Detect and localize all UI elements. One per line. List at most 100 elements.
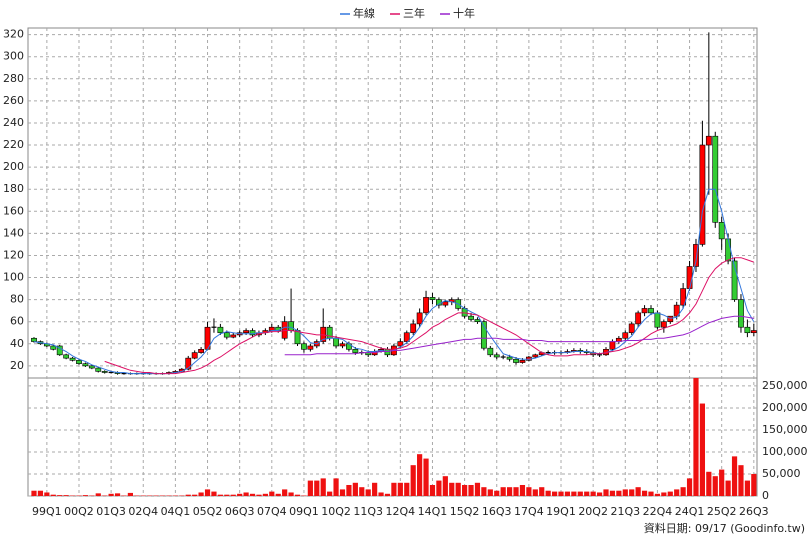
volume-bar xyxy=(693,378,699,496)
candle-body xyxy=(738,299,744,328)
volume-bar xyxy=(192,494,198,496)
volume-bar xyxy=(224,494,230,496)
volume-bar xyxy=(551,491,558,496)
candle-body xyxy=(416,312,423,325)
y-tick-label: 300 xyxy=(3,50,24,63)
candle-body xyxy=(609,341,616,350)
y-tick-label: 100 xyxy=(3,271,24,284)
x-tick-label: 24Q1 xyxy=(675,505,705,518)
volume-bar xyxy=(603,489,609,496)
volume-bar xyxy=(237,493,243,496)
candle-body xyxy=(82,363,89,367)
volume-bar xyxy=(243,492,249,496)
volume-bar xyxy=(571,491,577,496)
x-tick-label: 99Q1 xyxy=(32,505,62,518)
volume-bar xyxy=(719,469,725,496)
y-tick-label: 180 xyxy=(3,182,24,195)
candle-body xyxy=(191,352,198,359)
volume-bar xyxy=(699,403,706,496)
candle-body xyxy=(101,371,108,373)
volume-bar xyxy=(37,490,44,496)
candle-body xyxy=(88,365,95,369)
candle-body xyxy=(519,360,526,363)
y-tick-label: 20 xyxy=(10,359,24,372)
legend-label: 十年 xyxy=(453,6,475,20)
x-tick-label: 05Q2 xyxy=(193,505,223,518)
candle-body xyxy=(301,343,307,350)
volume-bar xyxy=(751,473,757,496)
volume-bar xyxy=(532,489,538,496)
volume-bar xyxy=(622,489,628,496)
volume-bar xyxy=(545,490,551,496)
candle-body xyxy=(69,357,76,361)
candle-body xyxy=(288,321,294,331)
volume-bar xyxy=(442,476,448,496)
candle-body xyxy=(635,312,642,325)
candle-body xyxy=(513,358,519,363)
x-tick-label: 01Q3 xyxy=(96,505,126,518)
volume-bar xyxy=(725,480,731,496)
candle-body xyxy=(333,337,339,347)
volume-bar xyxy=(108,493,114,496)
volume-bar xyxy=(352,482,358,496)
volume-bar xyxy=(468,484,474,496)
volume-bar xyxy=(564,491,571,496)
candle-body xyxy=(249,330,256,336)
x-tick-label: 21Q3 xyxy=(610,505,640,518)
volume-bar xyxy=(378,492,384,496)
candle-body xyxy=(50,345,57,350)
volume-bar xyxy=(641,490,648,496)
volume-bar xyxy=(429,484,436,496)
candle-body xyxy=(198,348,205,353)
candle-body xyxy=(731,260,738,300)
volume-bar xyxy=(539,487,545,496)
volume-bar xyxy=(185,494,191,496)
candle-body xyxy=(410,323,417,334)
volume-bar xyxy=(262,493,268,496)
candle-body xyxy=(95,367,102,372)
x-tick-label: 10Q2 xyxy=(321,505,351,518)
candle-body xyxy=(493,354,500,358)
candle-body xyxy=(750,330,757,334)
volume-bar xyxy=(127,492,134,496)
x-tick-label: 26Q3 xyxy=(739,505,769,518)
volume-bar xyxy=(474,482,481,496)
volume-bar xyxy=(288,492,294,496)
volume-bar xyxy=(384,493,391,496)
x-tick-label: 19Q1 xyxy=(546,505,576,518)
volume-bar xyxy=(487,489,493,496)
candle-body xyxy=(307,345,314,350)
volume-bar xyxy=(506,487,513,496)
volume-bar xyxy=(269,491,275,496)
candle-body xyxy=(243,330,249,334)
candle-body xyxy=(223,332,230,338)
volume-bar xyxy=(50,494,56,496)
y-tick-label: 320 xyxy=(3,28,24,41)
volume-bar xyxy=(731,456,738,496)
candle-body xyxy=(352,348,359,353)
volume-bar xyxy=(661,492,667,496)
volume-bar xyxy=(519,484,526,496)
volume-bar xyxy=(423,458,429,496)
volume-bar xyxy=(82,495,89,496)
volume-bar xyxy=(513,487,519,496)
candle-body xyxy=(31,337,37,342)
y2-tick-label: 100,000 xyxy=(762,445,808,458)
volume-bar xyxy=(31,490,37,496)
volume-bar xyxy=(410,465,416,496)
volume-bar xyxy=(307,480,313,496)
y-tick-label: 220 xyxy=(3,138,24,151)
candle-body xyxy=(217,326,224,334)
candle-body xyxy=(673,304,680,317)
candle-body xyxy=(480,321,487,349)
volume-bar xyxy=(526,487,532,496)
volume-bar xyxy=(481,487,487,496)
candle-body xyxy=(423,297,429,314)
candle-body xyxy=(628,323,635,334)
y-tick-label: 160 xyxy=(3,204,24,217)
candle-body xyxy=(397,341,404,347)
volume-bar xyxy=(95,493,101,496)
y2-tick-label: 250,000 xyxy=(762,379,808,392)
volume-bar xyxy=(712,476,718,496)
